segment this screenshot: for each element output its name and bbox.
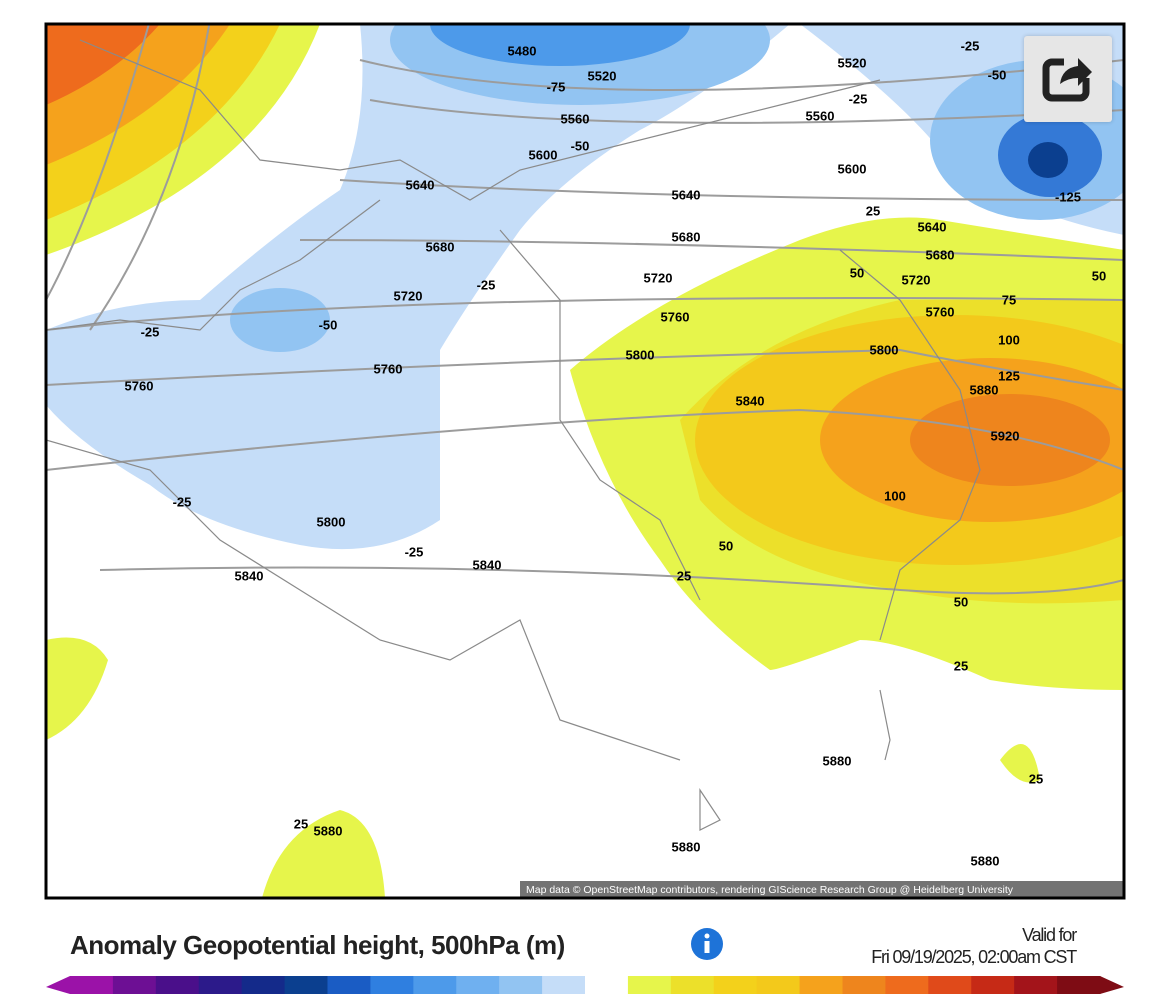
contour-label: 5520 <box>838 55 867 70</box>
valid-date: Fri 09/19/2025, 02:00am CST <box>871 947 1077 967</box>
contour-label: 5600 <box>529 147 558 162</box>
contour-label: 5800 <box>317 514 346 529</box>
contour-label: 25 <box>677 568 691 583</box>
contour-label: 5840 <box>736 393 765 408</box>
contour-label: 25 <box>1029 771 1043 786</box>
contour-label: -50 <box>988 67 1007 82</box>
color-swatch <box>155 976 200 994</box>
contour-label: 5720 <box>902 272 931 287</box>
contour-label: 5880 <box>970 382 999 397</box>
contour-label: -75 <box>547 79 566 94</box>
color-swatch <box>799 976 843 994</box>
contour-label: 5760 <box>926 304 955 319</box>
contour-label: 100 <box>884 488 906 503</box>
valid-time: Valid for Fri 09/19/2025, 02:00am CST <box>871 924 1077 968</box>
contour-label: 25 <box>866 203 880 218</box>
contour-label: 5760 <box>125 378 154 393</box>
color-swatch <box>585 976 629 994</box>
contour-label: 5800 <box>626 347 655 362</box>
color-swatch <box>241 976 286 994</box>
contour-label: 100 <box>998 332 1020 347</box>
contour-label: 50 <box>954 594 968 609</box>
contour-label: 5680 <box>426 239 455 254</box>
contour-label: -125 <box>1055 189 1081 204</box>
color-swatch <box>842 976 886 994</box>
color-swatch <box>542 976 586 994</box>
color-swatch <box>627 976 672 994</box>
contour-label: 50 <box>1092 268 1106 283</box>
color-swatch <box>670 976 715 994</box>
color-bar-end <box>1100 976 1124 994</box>
contour-label: 5720 <box>394 288 423 303</box>
contour-label: 5800 <box>870 342 899 357</box>
contour-label: 5880 <box>823 753 852 768</box>
contour-label: -25 <box>849 91 868 106</box>
color-swatch <box>70 976 114 994</box>
contour-label: 50 <box>850 265 864 280</box>
valid-label: Valid for <box>1022 925 1077 945</box>
contour-label: 5680 <box>672 229 701 244</box>
contour-label: 5680 <box>926 247 955 262</box>
share-button[interactable] <box>1024 36 1112 122</box>
contour-label: 125 <box>998 368 1020 383</box>
color-bar <box>46 976 1124 994</box>
color-swatch <box>499 976 543 994</box>
contour-labels: 5480 -75 5520 5520 -25 -50 -25 5560 5560 5600 -50 5… <box>125 38 1107 868</box>
contour-label: 5880 <box>971 853 1000 868</box>
contour-label: 5600 <box>838 161 867 176</box>
color-swatch <box>284 976 328 994</box>
contour-label: -25 <box>477 277 496 292</box>
contour-label: 75 <box>1002 292 1016 307</box>
contour-label: -50 <box>571 138 590 153</box>
contour-label: 5640 <box>918 219 947 234</box>
contour-label: 5880 <box>314 823 343 838</box>
color-swatch <box>928 976 972 994</box>
contour-label: 5840 <box>235 568 264 583</box>
contour-label: 5520 <box>588 68 617 83</box>
contour-label: 25 <box>954 658 968 673</box>
contour-label: 50 <box>719 538 733 553</box>
contour-label: 5560 <box>806 108 835 123</box>
legend-title: Anomaly Geopotential height, 500hPa (m) <box>70 930 565 960</box>
color-swatch <box>885 976 929 994</box>
color-swatch <box>456 976 500 994</box>
share-icon <box>1042 56 1092 102</box>
color-swatch <box>713 976 758 994</box>
color-swatch <box>756 976 801 994</box>
info-icon[interactable] <box>691 928 723 960</box>
contour-label: 5760 <box>661 309 690 324</box>
contour-label: -50 <box>319 317 338 332</box>
contour-label: -25 <box>141 324 160 339</box>
color-swatch <box>112 976 157 994</box>
contour-label: 5920 <box>991 428 1020 443</box>
color-swatch <box>413 976 457 994</box>
contour-label: 5760 <box>374 361 403 376</box>
color-bar-end <box>46 976 70 994</box>
contour-label: 5720 <box>644 270 673 285</box>
anomaly-fill <box>46 24 1124 898</box>
contour-label: 5560 <box>561 111 590 126</box>
contour-label: 5880 <box>672 839 701 854</box>
attribution: Map data © OpenStreetMap contributors, r… <box>526 884 1014 896</box>
color-swatch <box>1057 976 1101 994</box>
contour-label: 5640 <box>406 177 435 192</box>
contour-label: -25 <box>961 38 980 53</box>
contour-label: 5840 <box>473 557 502 572</box>
color-swatch <box>327 976 371 994</box>
contour-label: 5640 <box>672 187 701 202</box>
contour-label: -25 <box>173 494 192 509</box>
color-swatch <box>1014 976 1058 994</box>
color-swatch <box>198 976 243 994</box>
color-swatch <box>370 976 414 994</box>
contour-label: 25 <box>294 816 308 831</box>
color-swatch <box>971 976 1015 994</box>
contour-label: -25 <box>405 544 424 559</box>
contour-label: 5480 <box>508 43 537 58</box>
